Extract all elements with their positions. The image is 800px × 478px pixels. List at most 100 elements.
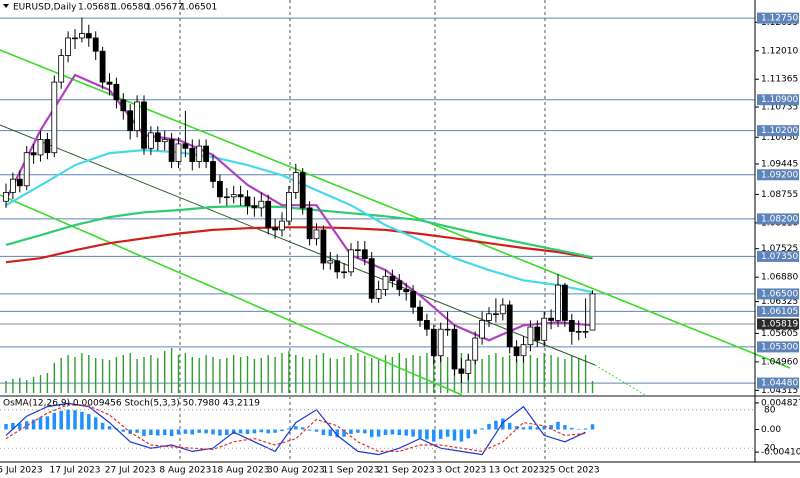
y-tick-label: 1.10735 <box>761 103 798 113</box>
x-tick-label: 8 Aug 2023 <box>159 466 211 476</box>
candle-body <box>389 275 396 282</box>
y-tick-label: 1.06325 <box>761 297 798 307</box>
trend-lines <box>0 49 791 396</box>
candle-body <box>99 50 106 83</box>
candle-body <box>444 328 451 331</box>
candle-body <box>175 143 182 162</box>
candle-body <box>196 145 203 162</box>
candle-body <box>306 207 313 240</box>
x-tick-label: 17 Jul 2023 <box>50 466 101 476</box>
level-box <box>757 125 799 137</box>
candle-body <box>292 172 299 193</box>
candle-body <box>65 37 71 57</box>
candle-body <box>486 313 492 321</box>
candle-body <box>51 81 58 154</box>
y-tick-label: 1.10050 <box>761 133 798 143</box>
candle-body <box>513 346 520 357</box>
osma-tick-label: -0.004100 <box>761 448 800 458</box>
separators <box>179 0 546 462</box>
level-label: 1.07350 <box>761 252 798 262</box>
candle-body <box>16 178 23 187</box>
price-label: 1.05819 <box>761 319 798 329</box>
symbol: EURUSD,Daily <box>13 3 77 13</box>
x-tick-label: 18 Aug 2023 <box>212 466 270 476</box>
candle-body <box>527 326 534 346</box>
stoch-tick-label: 80 <box>764 405 776 415</box>
date-axis: 5 Jul 2023 17 Jul 2023 27 Jul 2023 8 Aug 20… <box>0 466 600 476</box>
level-label: 1.10900 <box>761 95 798 105</box>
candle-body <box>23 152 30 187</box>
candle-body <box>120 99 127 112</box>
level-label: 1.09200 <box>761 170 798 180</box>
candle-body <box>410 291 417 308</box>
candle-body <box>417 306 423 321</box>
candle-body <box>555 284 561 321</box>
moving-average <box>5 148 593 294</box>
level-box <box>757 169 799 181</box>
candle-body <box>272 227 279 231</box>
candle-body <box>348 249 354 273</box>
trend-line <box>0 49 791 369</box>
candle-body <box>472 337 479 361</box>
candle-body <box>182 143 189 149</box>
candle-body <box>223 196 230 199</box>
osma-tick-label: 0.004827 <box>761 398 800 408</box>
candle-body <box>85 33 92 39</box>
y-tick-label: 1.07525 <box>761 244 798 254</box>
header-high: 1.06580 <box>112 3 149 13</box>
candle-body <box>354 249 361 251</box>
candle-body <box>113 83 120 101</box>
candle-body <box>506 304 513 348</box>
header-close: 1.06501 <box>180 3 217 13</box>
y-tick-label: 1.06880 <box>761 273 798 283</box>
candle-body <box>582 331 589 333</box>
candle-body <box>403 289 410 293</box>
candle-body <box>589 293 596 331</box>
candle-body <box>334 260 341 273</box>
candle-body <box>92 37 99 52</box>
moving-averages <box>5 73 593 342</box>
menu-arrow <box>3 4 9 8</box>
moving-average <box>5 204 593 259</box>
candle-body <box>127 110 134 132</box>
candle-body <box>106 81 113 85</box>
candle-body <box>79 33 85 39</box>
moving-average <box>5 226 593 264</box>
y-tick-label: 1.08755 <box>761 190 798 200</box>
candle-body <box>562 284 568 321</box>
candle-body <box>244 196 251 207</box>
candle-body <box>520 344 527 357</box>
level-box <box>757 213 799 225</box>
x-tick-label: 5 Jul 2023 <box>0 466 43 476</box>
indicator-header: OsMA(12,26,9) 0.0009456 Stoch(5,3,3) 50.… <box>3 399 260 409</box>
candle-body <box>168 139 175 162</box>
candle-body <box>258 200 265 209</box>
candle-body <box>534 326 541 341</box>
level-box <box>757 250 799 262</box>
header-open: 1.05681 <box>78 3 115 13</box>
trend-line <box>0 124 596 366</box>
candle-body <box>161 139 168 143</box>
level-label: 1.06500 <box>761 289 798 299</box>
candle-body <box>396 280 403 290</box>
candle-body <box>216 180 223 198</box>
indicator-panel: 0.004827 0.00 -0.004100 80 20 <box>0 398 800 458</box>
y-tick-label: 1.09445 <box>761 159 798 169</box>
candle-body <box>575 331 582 333</box>
candle-body <box>3 192 9 202</box>
x-tick-label: 21 Sep 2023 <box>378 466 435 476</box>
level-label: 1.06105 <box>761 307 798 317</box>
stoch-line <box>5 402 586 456</box>
y-tick-label: 1.12010 <box>761 46 798 56</box>
x-tick-label: 3 Oct 2023 <box>436 466 486 476</box>
candle-body <box>299 172 306 209</box>
candles <box>3 17 596 384</box>
level-box <box>757 341 799 353</box>
candle-body <box>548 317 554 321</box>
candle-body <box>44 139 51 154</box>
trend-line <box>0 194 463 396</box>
candle-body <box>492 313 499 315</box>
candle-body <box>499 304 506 315</box>
candle-body <box>430 328 437 357</box>
